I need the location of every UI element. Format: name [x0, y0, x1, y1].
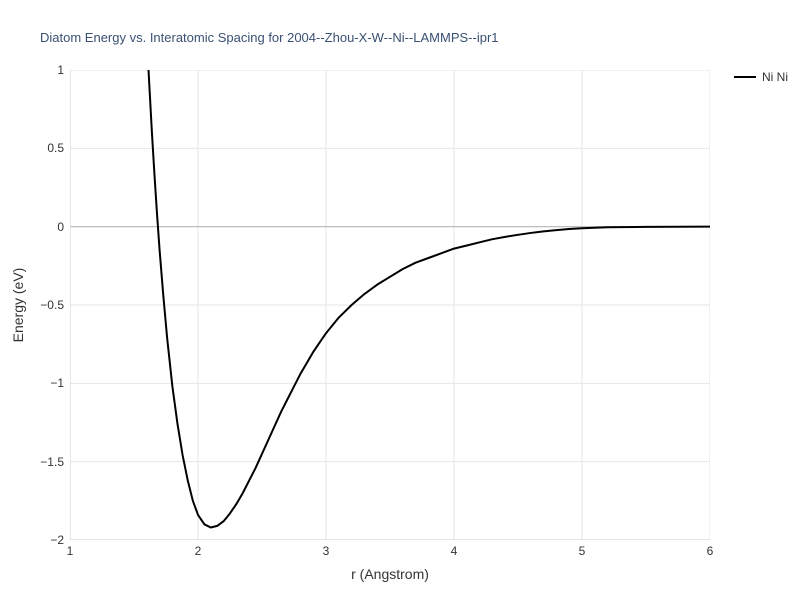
- plot-area: −2−1.5−1−0.500.51 123456: [70, 70, 710, 540]
- y-tick-label: −0.5: [40, 298, 64, 312]
- y-tick-label: 0.5: [47, 141, 64, 155]
- chart-svg: [70, 70, 710, 540]
- x-axis-label: r (Angstrom): [351, 566, 429, 582]
- legend-swatch: [734, 76, 756, 78]
- y-axis-label: Energy (eV): [10, 268, 26, 343]
- y-tick-label: −1: [50, 376, 64, 390]
- y-tick-label: −1.5: [40, 455, 64, 469]
- y-tick-label: 1: [57, 63, 64, 77]
- x-tick-label: 2: [195, 544, 202, 558]
- y-tick-label: −2: [50, 533, 64, 547]
- x-tick-label: 5: [579, 544, 586, 558]
- x-tick-label: 1: [67, 544, 74, 558]
- x-tick-label: 3: [323, 544, 330, 558]
- y-tick-label: 0: [57, 220, 64, 234]
- legend-label: Ni Ni: [762, 70, 788, 84]
- x-tick-label: 6: [707, 544, 714, 558]
- chart-title: Diatom Energy vs. Interatomic Spacing fo…: [40, 30, 499, 45]
- legend: Ni Ni: [734, 70, 788, 84]
- x-tick-label: 4: [451, 544, 458, 558]
